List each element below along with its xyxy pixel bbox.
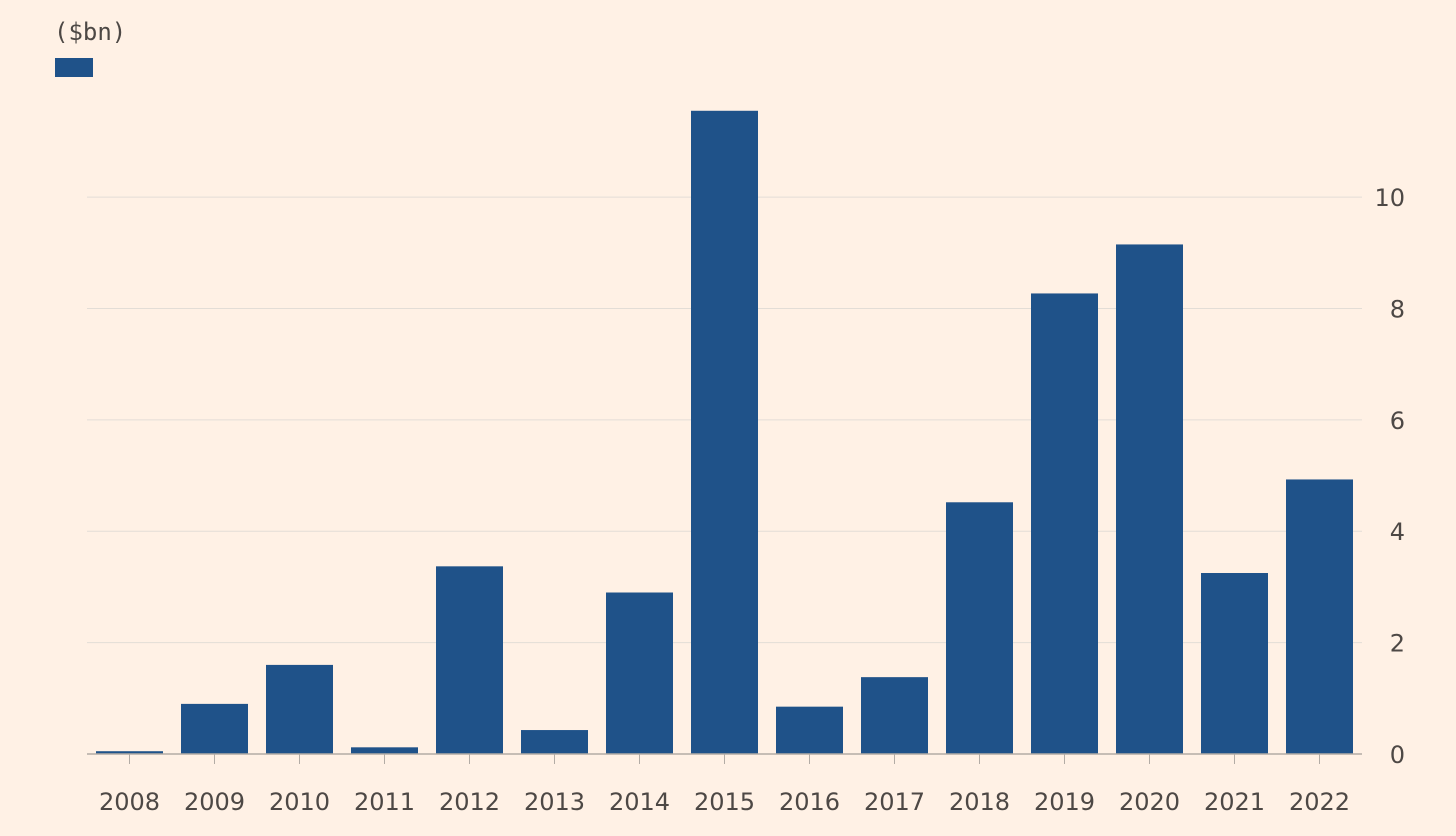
x-tick-label: 2012 bbox=[439, 788, 500, 816]
y-tick-label: 2 bbox=[1390, 630, 1405, 658]
bar bbox=[521, 730, 588, 754]
bar bbox=[691, 110, 758, 754]
x-tick-label: 2018 bbox=[949, 788, 1010, 816]
x-tick-label: 2019 bbox=[1034, 788, 1095, 816]
bar bbox=[1201, 573, 1268, 754]
unit-label: ($bn) bbox=[54, 18, 126, 46]
x-tick-label: 2021 bbox=[1204, 788, 1265, 816]
x-tick-label: 2014 bbox=[609, 788, 670, 816]
bar bbox=[1116, 244, 1183, 755]
y-tick-label: 4 bbox=[1390, 518, 1405, 546]
bar bbox=[266, 664, 333, 754]
bar bbox=[776, 706, 843, 754]
bar bbox=[861, 677, 928, 754]
y-tick-label: 8 bbox=[1390, 295, 1405, 323]
bar bbox=[436, 566, 503, 754]
x-tick-label: 2016 bbox=[779, 788, 840, 816]
y-tick-label: 6 bbox=[1390, 407, 1405, 435]
bar bbox=[1031, 293, 1098, 754]
x-tick-label: 2017 bbox=[864, 788, 925, 816]
x-tick-label: 2010 bbox=[269, 788, 330, 816]
bar bbox=[606, 592, 673, 754]
bar bbox=[96, 751, 163, 754]
x-tick-label: 2008 bbox=[99, 788, 160, 816]
bar bbox=[181, 703, 248, 754]
x-tick-label: 2011 bbox=[354, 788, 415, 816]
bars bbox=[96, 110, 1353, 755]
y-tick-label: 10 bbox=[1374, 184, 1405, 212]
bar bbox=[1286, 479, 1353, 754]
bar bbox=[946, 502, 1013, 754]
bar bbox=[351, 747, 418, 754]
legend-swatch bbox=[55, 58, 93, 77]
y-tick-label: 0 bbox=[1390, 741, 1405, 769]
x-tick-label: 2020 bbox=[1119, 788, 1180, 816]
axes: 0 2 4 6 8 10 2008 2009 2010 2011 2012 2013 2014 2015 2… bbox=[87, 184, 1405, 816]
x-tick-label: 2015 bbox=[694, 788, 755, 816]
x-tick-label: 2009 bbox=[184, 788, 245, 816]
x-tick-label: 2013 bbox=[524, 788, 585, 816]
x-tick-label: 2022 bbox=[1289, 788, 1350, 816]
